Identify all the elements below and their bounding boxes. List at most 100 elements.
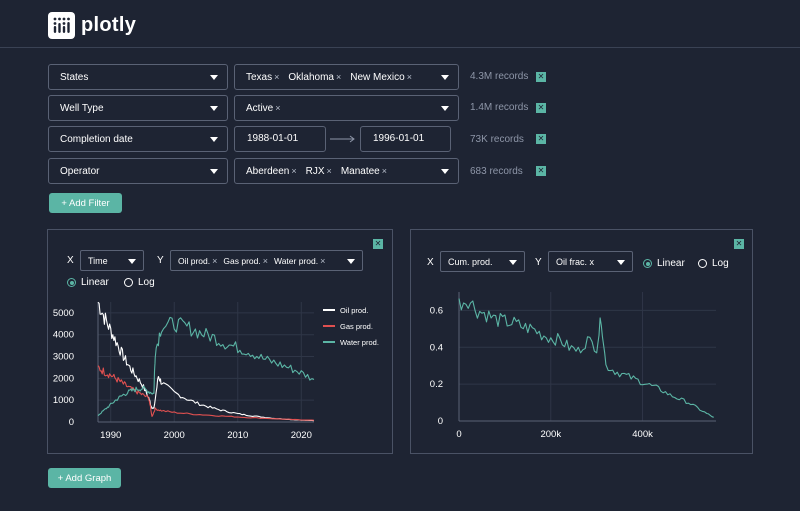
- chip-oil-prod: Oil prod. ×: [178, 255, 218, 266]
- x-axis-value: Time: [88, 255, 108, 266]
- cumulative-chart[interactable]: 0 0.2 0.4 0.6 0 200k 400k: [411, 230, 754, 455]
- filter-toggle-checkbox[interactable]: ✕: [536, 166, 546, 176]
- y-axis-value: Oil frac. x: [556, 256, 595, 267]
- chip-remove-icon[interactable]: ×: [381, 165, 387, 176]
- legend-label: Oil prod.: [340, 306, 368, 315]
- date-range-arrow-icon: [330, 135, 355, 143]
- filter-toggle-checkbox[interactable]: ✕: [536, 72, 546, 82]
- graph-panel-cumulative: ✕ X Cum. prod. Y Oil frac. x Linear Log …: [410, 229, 753, 454]
- x-axis-label: X: [427, 257, 434, 268]
- chevron-down-icon: [128, 259, 136, 264]
- legend-label: Water prod.: [340, 338, 379, 347]
- y-axis-label: Y: [157, 255, 164, 266]
- plotly-logo[interactable]: plotly: [48, 12, 136, 39]
- x-tick-label: 1990: [100, 430, 121, 441]
- chip-new-mexico: New Mexico ×: [350, 71, 412, 83]
- chevron-down-icon: [441, 169, 449, 174]
- x-tick-label: 400k: [632, 429, 653, 440]
- scale-linear-radio[interactable]: Linear: [67, 277, 109, 288]
- filter-value-select-states[interactable]: Texas × Oklahoma × New Mexico ×: [234, 64, 459, 90]
- filter-field-label: Well Type: [60, 102, 104, 114]
- chip-remove-icon[interactable]: ×: [335, 71, 342, 82]
- y-tick-label: 0.6: [430, 305, 443, 316]
- x-tick-label: 2000: [164, 430, 185, 441]
- series-line-water-prod: [97, 316, 315, 417]
- chevron-down-icon: [441, 75, 449, 80]
- filter-toggle-checkbox[interactable]: ✕: [536, 134, 546, 144]
- y-tick-label: 0: [69, 417, 74, 428]
- add-filter-button[interactable]: + Add Filter: [49, 193, 122, 213]
- filter-field-label: Operator: [60, 165, 100, 177]
- x-tick-label: 2020: [291, 430, 312, 441]
- chevron-down-icon: [210, 169, 218, 174]
- record-count: 73K records: [470, 134, 524, 145]
- chip-remove-icon[interactable]: ×: [406, 71, 412, 82]
- radio-selected-icon: [67, 278, 76, 287]
- y-axis-select[interactable]: Oil frac. x: [548, 251, 633, 272]
- x-tick-label: 200k: [540, 429, 561, 440]
- chevron-down-icon: [347, 259, 355, 264]
- filter-field-select-operator[interactable]: Operator: [48, 158, 228, 184]
- y-tick-label: 0.4: [430, 342, 443, 353]
- add-graph-button[interactable]: + Add Graph: [48, 468, 121, 488]
- date-to-input[interactable]: 1996-01-01: [360, 126, 451, 152]
- filter-value-select-operator[interactable]: Aberdeen × RJX × Manatee ×: [234, 158, 459, 184]
- plotly-logo-icon: [48, 12, 75, 39]
- chip-remove-icon[interactable]: ×: [320, 255, 326, 266]
- radio-label: Linear: [657, 258, 685, 269]
- radio-unselected-icon: [698, 259, 707, 268]
- chip-gas-prod: Gas prod. ×: [223, 255, 268, 266]
- filter-field-select-well-type[interactable]: Well Type: [48, 95, 228, 121]
- close-graph-checkbox[interactable]: ✕: [734, 239, 744, 249]
- time-series-chart[interactable]: 0 1000 2000 3000 4000 5000 1990 2000 2010 2020 Oil…: [48, 230, 394, 455]
- radio-label: Linear: [81, 277, 109, 288]
- x-axis-select[interactable]: Cum. prod.: [440, 251, 525, 272]
- legend-label: Gas prod.: [340, 322, 373, 331]
- radio-unselected-icon: [124, 278, 133, 287]
- chevron-down-icon: [441, 106, 449, 111]
- filter-field-label: Completion date: [60, 133, 133, 145]
- chevron-down-icon: [210, 75, 218, 80]
- radio-label: Log: [712, 258, 729, 269]
- chip-remove-icon[interactable]: ×: [274, 71, 280, 82]
- chip-remove-icon[interactable]: ×: [212, 255, 218, 266]
- chip-texas: Texas ×: [246, 71, 280, 83]
- chevron-down-icon: [617, 260, 625, 265]
- close-graph-checkbox[interactable]: ✕: [373, 239, 383, 249]
- series-line-gas-prod: [97, 365, 315, 421]
- y-tick-label: 1000: [53, 395, 74, 406]
- record-count: 683 records: [470, 166, 523, 177]
- filter-toggle-checkbox[interactable]: ✕: [536, 103, 546, 113]
- chip-manatee: Manatee ×: [340, 165, 387, 177]
- y-tick-label: 0: [438, 416, 443, 427]
- x-axis-value: Cum. prod.: [448, 256, 493, 267]
- y-tick-label: 5000: [53, 308, 74, 319]
- chip-oklahoma: Oklahoma ×: [288, 71, 342, 83]
- x-axis-select[interactable]: Time: [80, 250, 144, 271]
- filter-field-label: States: [60, 71, 89, 83]
- chip-rjx: RJX ×: [305, 165, 332, 177]
- scale-linear-radio[interactable]: Linear: [643, 258, 685, 269]
- chip-remove-icon[interactable]: ×: [275, 102, 281, 113]
- record-count: 1.4M records: [470, 102, 529, 113]
- chip-remove-icon[interactable]: ×: [291, 165, 297, 176]
- filter-value-select-well-type[interactable]: Active ×: [234, 95, 459, 121]
- x-tick-label: 0: [456, 429, 461, 440]
- chevron-down-icon: [509, 260, 517, 265]
- y-axis-label: Y: [535, 257, 542, 268]
- scale-log-radio[interactable]: Log: [698, 258, 729, 269]
- series-line-oil-prod: [97, 301, 315, 422]
- radio-selected-icon: [643, 259, 652, 268]
- record-count: 4.3M records: [470, 71, 529, 82]
- y-axis-select[interactable]: Oil prod. × Gas prod. × Water prod. ×: [170, 250, 363, 271]
- filter-field-select-states[interactable]: States: [48, 64, 228, 90]
- filter-field-select-completion-date[interactable]: Completion date: [48, 126, 228, 152]
- chevron-down-icon: [210, 137, 218, 142]
- scale-log-radio[interactable]: Log: [124, 277, 155, 288]
- chip-remove-icon[interactable]: ×: [326, 165, 332, 176]
- graph-panel-time: ✕ X Time Y Oil prod. × Gas prod. × Water p…: [47, 229, 393, 454]
- chip-remove-icon[interactable]: ×: [262, 255, 268, 266]
- date-from-input[interactable]: 1988-01-01: [234, 126, 326, 152]
- x-axis-label: X: [67, 255, 74, 266]
- chip-active: Active ×: [246, 102, 281, 114]
